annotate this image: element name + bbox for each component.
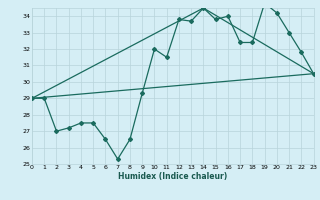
X-axis label: Humidex (Indice chaleur): Humidex (Indice chaleur) <box>118 172 228 181</box>
